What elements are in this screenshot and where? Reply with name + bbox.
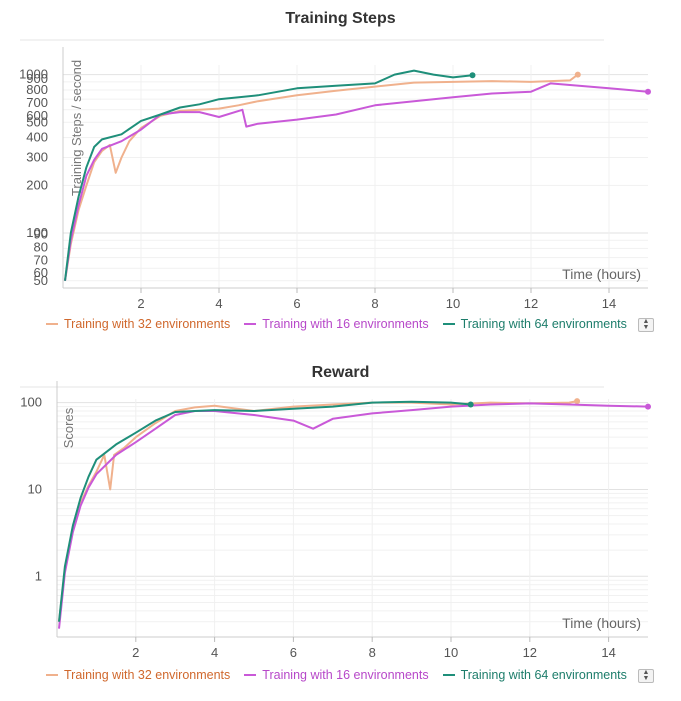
legend-swatch bbox=[442, 323, 455, 325]
y-tick-label: 500 bbox=[26, 114, 48, 129]
legend-swatch bbox=[46, 323, 58, 325]
legend-item-16-envs[interactable]: Training with 16 environments bbox=[244, 668, 429, 682]
series-end-point bbox=[574, 398, 581, 405]
legend-item-16-envs[interactable]: Training with 16 environments bbox=[244, 317, 429, 331]
x-tick-label: 10 bbox=[446, 296, 460, 311]
chart-title: Training Steps bbox=[285, 10, 396, 27]
x-tick-label: 12 bbox=[524, 296, 538, 311]
legend-label: Training with 16 environments bbox=[262, 668, 429, 682]
y-tick-label: 400 bbox=[26, 130, 48, 145]
up-down-arrows-icon[interactable]: ▲ ▼ bbox=[638, 669, 654, 683]
legend-item-64-envs[interactable]: Training with 64 environments bbox=[442, 317, 627, 331]
x-tick-label: 2 bbox=[137, 296, 144, 311]
reward-panel: Reward 2 4 6 8 10 12 14 1 10 100 Time (hours) Score… bbox=[0, 354, 681, 701]
legend-label: Training with 32 environments bbox=[64, 668, 231, 682]
y-tick-label: 700 bbox=[26, 95, 48, 110]
up-down-arrows-icon[interactable]: ▲ ▼ bbox=[638, 318, 654, 332]
legend: Training with 32 environments Training w… bbox=[46, 317, 627, 331]
training-steps-panel: Training Steps 2 4 6 8 10 12 14 50 60 70 80 90 100 20… bbox=[0, 0, 681, 350]
x-tick-label: 10 bbox=[444, 645, 458, 660]
y-tick-label: 100 bbox=[20, 395, 42, 410]
x-tick-label: 14 bbox=[602, 296, 616, 311]
y-tick-label: 50 bbox=[34, 273, 48, 288]
legend: Training with 32 environments Training w… bbox=[46, 668, 627, 682]
y-tick-label: 1 bbox=[35, 568, 42, 583]
y-tick-label: 300 bbox=[26, 149, 48, 164]
y-tick-label: 100 bbox=[26, 225, 48, 240]
series-line-2 bbox=[64, 82, 649, 281]
x-tick-label: 2 bbox=[132, 645, 139, 660]
x-axis-label: Time (hours) bbox=[562, 615, 641, 631]
y-tick-label: 10 bbox=[28, 481, 42, 496]
series-line-2 bbox=[58, 402, 649, 629]
x-tick-label: 4 bbox=[211, 645, 218, 660]
x-tick-label: 6 bbox=[290, 645, 297, 660]
series-end-point bbox=[467, 401, 474, 408]
legend-item-32-envs[interactable]: Training with 32 environments bbox=[46, 668, 230, 682]
x-tick-label: 4 bbox=[215, 296, 222, 311]
series-end-point bbox=[469, 72, 476, 79]
y-tick-label: 800 bbox=[26, 82, 48, 97]
legend-label: Training with 64 environments bbox=[460, 668, 627, 682]
x-tick-label: 8 bbox=[371, 296, 378, 311]
y-tick-label: 600 bbox=[26, 108, 48, 123]
series-end-point bbox=[645, 88, 651, 95]
x-tick-label: 12 bbox=[523, 645, 537, 660]
y-tick-label: 200 bbox=[26, 177, 48, 192]
legend-label: Training with 32 environments bbox=[64, 317, 231, 331]
chart-title: Reward bbox=[311, 364, 370, 381]
legend-label: Training with 64 environments bbox=[460, 317, 627, 331]
y-tick-label: 1000 bbox=[19, 67, 48, 82]
y-tick-label: 70 bbox=[34, 253, 48, 268]
x-axis-label: Time (hours) bbox=[562, 266, 641, 282]
series-end-point bbox=[574, 71, 581, 78]
legend-swatch bbox=[46, 674, 58, 676]
y-axis-label: Training Steps / second bbox=[69, 60, 84, 196]
reward-chart: 2 4 6 8 10 12 14 1 10 100 Time (hours) Scores bbox=[20, 381, 651, 660]
legend-label: Training with 16 environments bbox=[262, 317, 429, 331]
legend-swatch bbox=[244, 323, 257, 325]
y-axis-label: Scores bbox=[61, 407, 76, 448]
y-tick-label: 90 bbox=[34, 226, 48, 241]
x-tick-label: 8 bbox=[369, 645, 376, 660]
series-line-3 bbox=[64, 69, 473, 281]
legend-item-64-envs[interactable]: Training with 64 environments bbox=[442, 668, 627, 682]
x-tick-label: 14 bbox=[601, 645, 615, 660]
legend-item-32-envs[interactable]: Training with 32 environments bbox=[46, 317, 230, 331]
series-line-1 bbox=[58, 400, 578, 622]
legend-swatch bbox=[244, 674, 257, 676]
series-line-3 bbox=[58, 400, 471, 622]
x-tick-label: 6 bbox=[293, 296, 300, 311]
y-tick-label: 60 bbox=[34, 265, 48, 280]
legend-swatch bbox=[442, 674, 455, 676]
series-end-point bbox=[645, 403, 651, 410]
y-tick-label: 900 bbox=[26, 71, 48, 86]
series-line-1 bbox=[64, 73, 579, 281]
y-tick-label: 80 bbox=[34, 239, 48, 254]
